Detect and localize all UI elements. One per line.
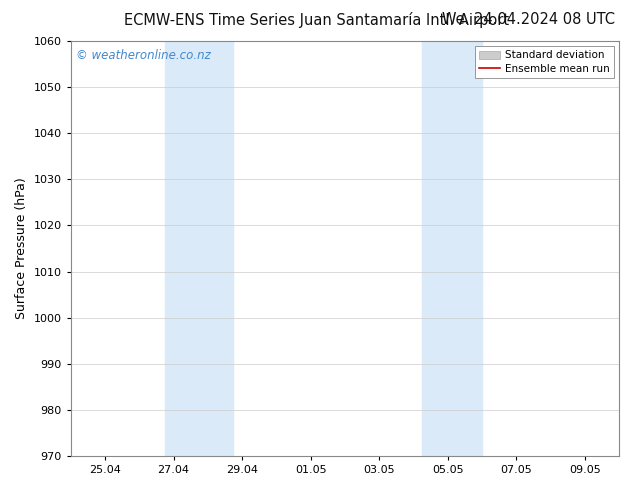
Text: We. 24.04.2024 08 UTC: We. 24.04.2024 08 UTC [442,12,615,27]
Bar [165,41,233,456]
Legend: Standard deviation, Ensemble mean run: Standard deviation, Ensemble mean run [475,46,614,78]
Text: © weatheronline.co.nz: © weatheronline.co.nz [76,49,211,62]
Y-axis label: Surface Pressure (hPa): Surface Pressure (hPa) [15,178,28,319]
Bar [422,41,482,456]
Text: ECMW-ENS Time Series Juan Santamaría Intl. Airport: ECMW-ENS Time Series Juan Santamaría Int… [124,12,510,28]
